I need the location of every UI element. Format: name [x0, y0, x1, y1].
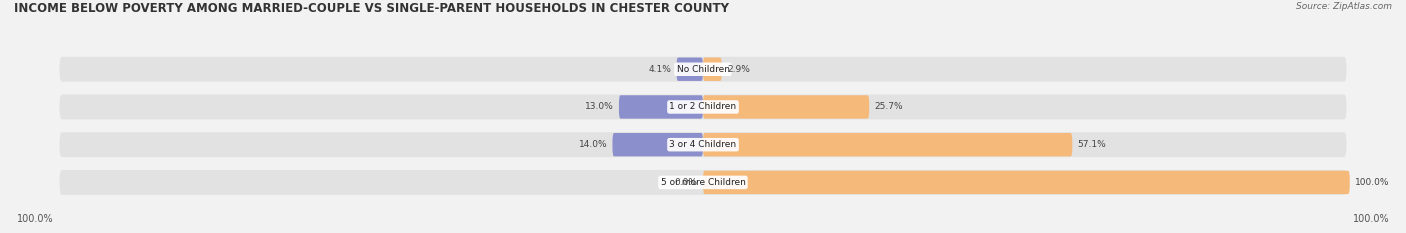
FancyBboxPatch shape: [703, 95, 869, 119]
FancyBboxPatch shape: [703, 58, 721, 81]
FancyBboxPatch shape: [59, 170, 1347, 195]
Text: 0.0%: 0.0%: [675, 178, 697, 187]
Text: 3 or 4 Children: 3 or 4 Children: [669, 140, 737, 149]
Text: 5 or more Children: 5 or more Children: [661, 178, 745, 187]
Text: 25.7%: 25.7%: [875, 103, 903, 111]
Text: 100.0%: 100.0%: [1355, 178, 1389, 187]
Text: 1 or 2 Children: 1 or 2 Children: [669, 103, 737, 111]
Text: No Children: No Children: [676, 65, 730, 74]
FancyBboxPatch shape: [59, 132, 1347, 157]
Text: 4.1%: 4.1%: [648, 65, 671, 74]
FancyBboxPatch shape: [676, 58, 703, 81]
Text: 57.1%: 57.1%: [1077, 140, 1107, 149]
Text: 14.0%: 14.0%: [579, 140, 607, 149]
FancyBboxPatch shape: [59, 57, 1347, 82]
Text: Source: ZipAtlas.com: Source: ZipAtlas.com: [1296, 2, 1392, 11]
Text: 100.0%: 100.0%: [17, 214, 53, 224]
Text: 100.0%: 100.0%: [1353, 214, 1389, 224]
Text: INCOME BELOW POVERTY AMONG MARRIED-COUPLE VS SINGLE-PARENT HOUSEHOLDS IN CHESTER: INCOME BELOW POVERTY AMONG MARRIED-COUPL…: [14, 2, 730, 15]
FancyBboxPatch shape: [619, 95, 703, 119]
FancyBboxPatch shape: [613, 133, 703, 156]
FancyBboxPatch shape: [703, 171, 1350, 194]
Text: 13.0%: 13.0%: [585, 103, 614, 111]
FancyBboxPatch shape: [59, 95, 1347, 119]
Text: 2.9%: 2.9%: [727, 65, 749, 74]
FancyBboxPatch shape: [703, 133, 1073, 156]
